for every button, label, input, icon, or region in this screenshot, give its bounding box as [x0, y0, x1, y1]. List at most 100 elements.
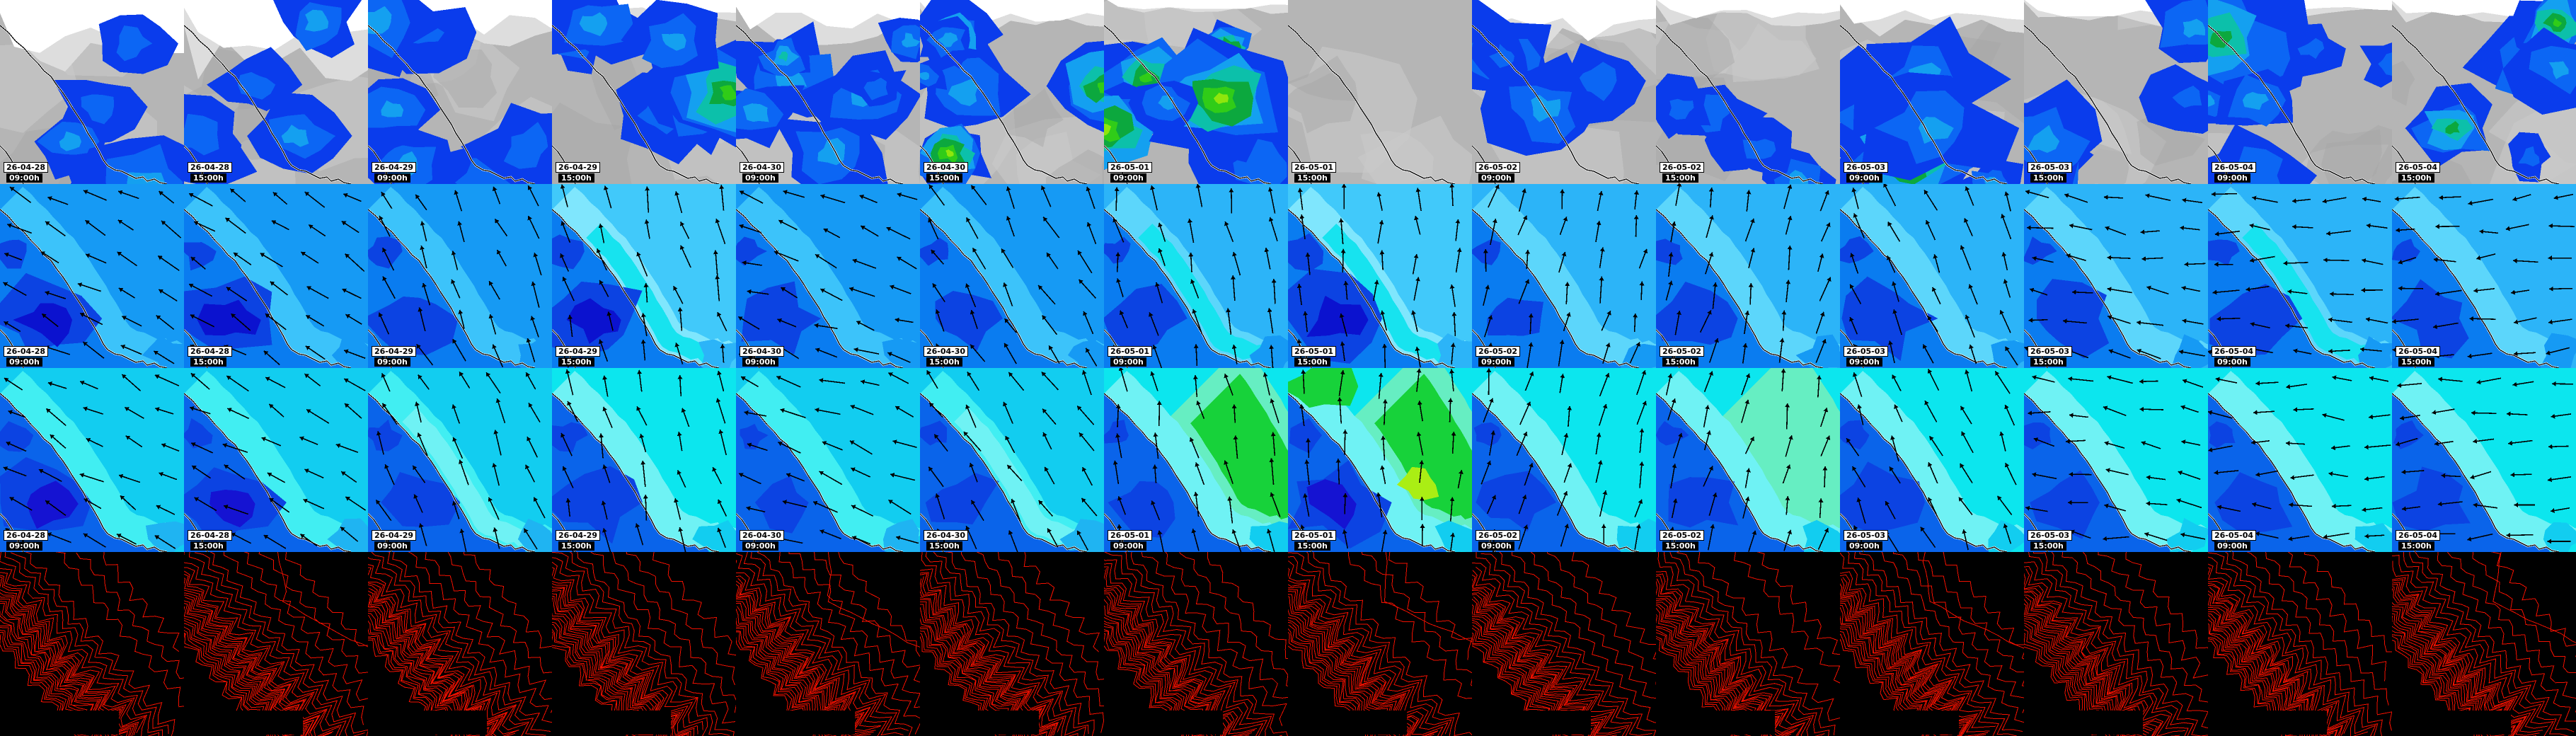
map-canvas	[2392, 0, 2576, 184]
map-canvas	[1288, 552, 1472, 736]
map-canvas	[2392, 368, 2576, 552]
map-canvas	[1104, 184, 1288, 368]
map-canvas	[1472, 552, 1656, 736]
panel-contour-c6[interactable]	[920, 552, 1104, 736]
panel-wind-c10[interactable]: 26-05-02 15:00h	[1656, 368, 1840, 552]
label-blank-area	[2028, 711, 2141, 735]
map-canvas	[736, 0, 920, 184]
panel-wind-c8[interactable]: 26-05-01 15:00h	[1288, 184, 1472, 368]
map-canvas	[184, 368, 368, 552]
panel-wind-c10[interactable]: 26-05-02 15:00h	[1656, 184, 1840, 368]
panel-wind-c4[interactable]: 26-04-29 15:00h	[552, 368, 736, 552]
label-blank-area	[556, 711, 669, 735]
panel-wind-c1[interactable]: 26-04-28 09:00h	[0, 368, 184, 552]
panel-wind-c2[interactable]: 26-04-28 15:00h	[184, 184, 368, 368]
map-canvas	[0, 552, 184, 736]
panel-precip-c3[interactable]: 26-04-29 09:00h	[368, 0, 552, 184]
map-canvas	[2208, 184, 2392, 368]
map-canvas	[1472, 0, 1656, 184]
panel-precip-c12[interactable]: 26-05-03 15:00h	[2024, 0, 2208, 184]
panel-precip-c6[interactable]: 26-04-30 15:00h	[920, 0, 1104, 184]
map-canvas	[736, 552, 920, 736]
label-blank-area	[4, 711, 117, 735]
map-canvas	[920, 184, 1104, 368]
map-canvas	[552, 552, 736, 736]
panel-precip-c8[interactable]: 26-05-01 15:00h	[1288, 0, 1472, 184]
panel-precip-c9[interactable]: 26-05-02 09:00h	[1472, 0, 1656, 184]
panel-precip-c13[interactable]: 26-05-04 09:00h	[2208, 0, 2392, 184]
map-canvas	[2024, 0, 2208, 184]
panel-precip-c4[interactable]: 26-04-29 15:00h	[552, 0, 736, 184]
map-canvas	[368, 552, 552, 736]
panel-precip-c14[interactable]: 26-05-04 15:00h	[2392, 0, 2576, 184]
label-blank-area	[1476, 711, 1589, 735]
panel-precip-c10[interactable]: 26-05-02 15:00h	[1656, 0, 1840, 184]
map-canvas	[368, 0, 552, 184]
panel-wind-c12[interactable]: 26-05-03 15:00h	[2024, 368, 2208, 552]
panel-contour-c7[interactable]	[1104, 552, 1288, 736]
map-canvas	[736, 184, 920, 368]
panel-contour-c13[interactable]	[2208, 552, 2392, 736]
panel-wind-c1[interactable]: 26-04-28 09:00h	[0, 184, 184, 368]
panel-contour-c11[interactable]	[1840, 552, 2024, 736]
map-canvas	[2392, 184, 2576, 368]
panel-wind-c8[interactable]: 26-05-01 15:00h	[1288, 368, 1472, 552]
panel-wind-c2[interactable]: 26-04-28 15:00h	[184, 368, 368, 552]
panel-contour-c5[interactable]	[736, 552, 920, 736]
label-blank-area	[2396, 711, 2509, 735]
panel-wind-c14[interactable]: 26-05-04 15:00h	[2392, 368, 2576, 552]
panel-precip-c1[interactable]: 26-04-28 09:00h	[0, 0, 184, 184]
panel-wind-c14[interactable]: 26-05-04 15:00h	[2392, 184, 2576, 368]
map-canvas	[184, 0, 368, 184]
panel-contour-c10[interactable]	[1656, 552, 1840, 736]
panel-contour-c3[interactable]	[368, 552, 552, 736]
map-canvas	[1288, 368, 1472, 552]
panel-contour-c9[interactable]	[1472, 552, 1656, 736]
panel-wind-c9[interactable]: 26-05-02 09:00h	[1472, 368, 1656, 552]
panel-wind-c7[interactable]: 26-05-01 09:00h	[1104, 184, 1288, 368]
map-canvas	[1288, 0, 1472, 184]
panel-precip-c5[interactable]: 26-04-30 09:00h	[736, 0, 920, 184]
map-canvas	[368, 184, 552, 368]
panel-precip-c11[interactable]: 26-05-03 09:00h	[1840, 0, 2024, 184]
panel-contour-c2[interactable]	[184, 552, 368, 736]
panel-contour-c1[interactable]	[0, 552, 184, 736]
panel-wind-c7[interactable]: 26-05-01 09:00h	[1104, 368, 1288, 552]
map-canvas	[1104, 552, 1288, 736]
map-canvas	[920, 552, 1104, 736]
map-canvas	[1104, 368, 1288, 552]
panel-wind-c13[interactable]: 26-05-04 09:00h	[2208, 184, 2392, 368]
panel-contour-c8[interactable]	[1288, 552, 1472, 736]
panel-wind-c11[interactable]: 26-05-03 09:00h	[1840, 368, 2024, 552]
map-canvas	[2024, 184, 2208, 368]
map-canvas	[1656, 552, 1840, 736]
panel-wind-c3[interactable]: 26-04-29 09:00h	[368, 184, 552, 368]
map-canvas	[1104, 0, 1288, 184]
label-blank-area	[372, 711, 485, 735]
panel-wind-c13[interactable]: 26-05-04 09:00h	[2208, 368, 2392, 552]
panel-wind-c4[interactable]: 26-04-29 15:00h	[552, 184, 736, 368]
panel-wind-c11[interactable]: 26-05-03 09:00h	[1840, 184, 2024, 368]
panel-contour-c12[interactable]	[2024, 552, 2208, 736]
label-blank-area	[1292, 711, 1405, 735]
map-canvas	[1656, 368, 1840, 552]
panel-contour-c4[interactable]	[552, 552, 736, 736]
panel-wind-c5[interactable]: 26-04-30 09:00h	[736, 184, 920, 368]
panel-precip-c2[interactable]: 26-04-28 15:00h	[184, 0, 368, 184]
map-canvas	[0, 0, 184, 184]
label-blank-area	[1660, 711, 1773, 735]
label-blank-area	[1844, 711, 1957, 735]
panel-wind-c9[interactable]: 26-05-02 09:00h	[1472, 184, 1656, 368]
map-canvas	[1288, 184, 1472, 368]
label-blank-area	[1108, 711, 1221, 735]
panel-wind-c5[interactable]: 26-04-30 09:00h	[736, 368, 920, 552]
label-blank-area	[188, 711, 301, 735]
label-blank-area	[740, 711, 853, 735]
panel-wind-c12[interactable]: 26-05-03 15:00h	[2024, 184, 2208, 368]
panel-wind-c6[interactable]: 26-04-30 15:00h	[920, 368, 1104, 552]
panel-precip-c7[interactable]: 26-05-01 09:00h	[1104, 0, 1288, 184]
panel-contour-c14[interactable]	[2392, 552, 2576, 736]
panel-wind-c6[interactable]: 26-04-30 15:00h	[920, 184, 1104, 368]
map-canvas	[1840, 184, 2024, 368]
panel-wind-c3[interactable]: 26-04-29 09:00h	[368, 368, 552, 552]
